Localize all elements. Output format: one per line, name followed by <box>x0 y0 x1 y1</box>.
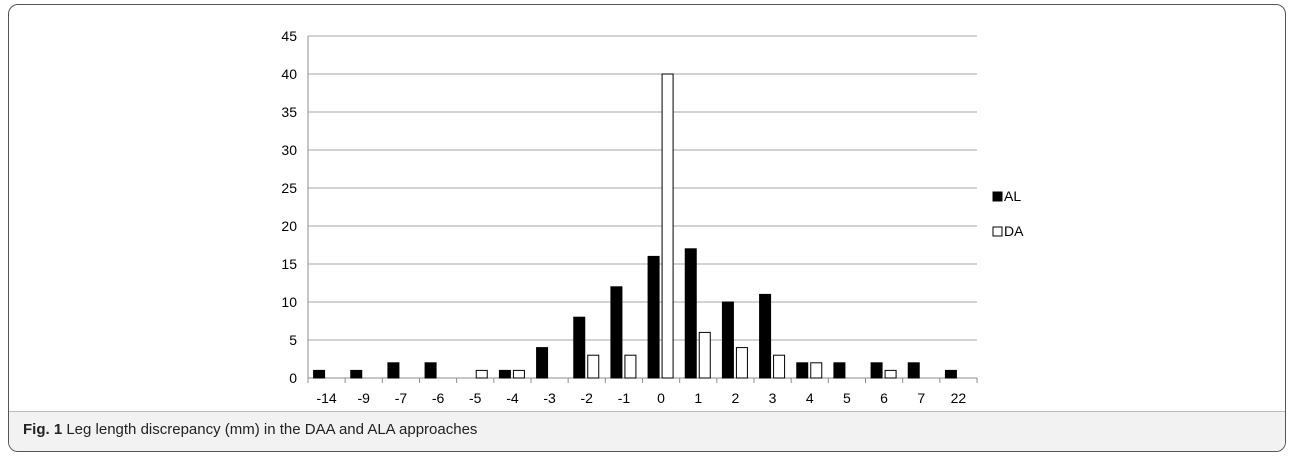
x-tick-label: 7 <box>917 390 925 406</box>
x-tick-label: -6 <box>432 390 445 406</box>
bar-al: AL -14: 1 <box>313 369 326 379</box>
bar-da: DA -2: 3 <box>587 354 600 379</box>
bar-al: AL -1: 12 <box>610 286 623 379</box>
x-tick-label: 1 <box>694 390 702 406</box>
x-tick-label: -5 <box>469 390 482 406</box>
bar-al: AL -7: 2 <box>387 362 400 379</box>
bar-al: AL 6: 2 <box>870 362 883 379</box>
bar-al: AL 0: 16 <box>647 255 660 379</box>
y-tick-label: 5 <box>289 332 297 348</box>
x-tick-label: 2 <box>732 390 740 406</box>
legend-label-al: AL <box>1004 188 1021 204</box>
x-tick-label: 0 <box>657 390 665 406</box>
bar-da: DA 3: 3 <box>773 354 786 379</box>
x-tick-label: 5 <box>843 390 851 406</box>
x-tick-label: -9 <box>358 390 371 406</box>
bar-chart: 051015202530354045AL -14: 1-14AL -9: 1 -9… <box>281 28 1024 406</box>
x-tick-label: -4 <box>506 390 519 406</box>
caption-label: Fig. 1 <box>23 421 63 438</box>
y-tick-label: 30 <box>281 142 297 158</box>
legend-label-da: DA <box>1004 223 1024 239</box>
bar-al: AL -3: 4 <box>536 347 549 379</box>
y-tick-label: 15 <box>281 256 297 272</box>
figure-caption: Fig. 1 Leg length discrepancy (mm) in th… <box>9 411 1285 451</box>
x-tick-label: -7 <box>395 390 408 406</box>
bar-da: DA 1: 6 <box>698 331 711 379</box>
x-tick-label: -14 <box>316 390 336 406</box>
y-tick-label: 0 <box>289 370 297 386</box>
legend-swatch-da <box>992 226 1003 237</box>
bar-al: AL 4: 2 <box>796 362 809 379</box>
bar-al: AL 3: 11 <box>759 293 772 379</box>
legend-swatch-al <box>992 191 1003 202</box>
bar-da: DA -5: 1 <box>475 369 488 379</box>
bar-al: AL 2: 10 <box>721 301 734 379</box>
bar-al: AL 7: 2 <box>907 362 920 379</box>
bar-da: DA 0: 40 <box>661 73 674 379</box>
bar-al: AL -9: 1 <box>350 369 363 379</box>
legend: AL DA <box>992 188 1024 239</box>
y-tick-label: 40 <box>281 66 297 82</box>
y-tick-label: 45 <box>281 28 297 44</box>
x-tick-label: 4 <box>806 390 814 406</box>
bar-da: DA 6: 1 <box>884 369 897 379</box>
bar-al: AL -6: 2 <box>424 362 437 379</box>
y-tick-label: 25 <box>281 180 297 196</box>
figure-frame: 051015202530354045AL -14: 1-14AL -9: 1-9… <box>8 4 1286 452</box>
caption-text: Leg length discrepancy (mm) in the DAA a… <box>62 421 478 438</box>
x-tick-label: 6 <box>880 390 888 406</box>
bar-al: AL 22: 1 <box>944 369 957 379</box>
bar-al: AL 5: 2 <box>833 362 846 379</box>
x-tick-label: -3 <box>543 390 556 406</box>
bar-al: AL -4: 1 <box>498 369 511 379</box>
x-tick-label: -1 <box>618 390 631 406</box>
x-tick-label: 3 <box>769 390 777 406</box>
bar-al: AL 1: 17 <box>684 248 697 379</box>
y-tick-label: 20 <box>281 218 297 234</box>
bar-da: DA -4: 1 <box>512 369 525 379</box>
bar-da: DA -1: 3 <box>624 354 637 379</box>
x-tick-label: 22 <box>951 390 967 406</box>
bar-da: DA 2: 4 <box>735 347 748 379</box>
x-tick-label: -2 <box>581 390 594 406</box>
bar-al: AL -2: 8 <box>573 316 586 379</box>
bar-da: DA 4: 2 <box>810 362 823 379</box>
y-tick-label: 10 <box>281 294 297 310</box>
y-tick-label: 35 <box>281 104 297 120</box>
